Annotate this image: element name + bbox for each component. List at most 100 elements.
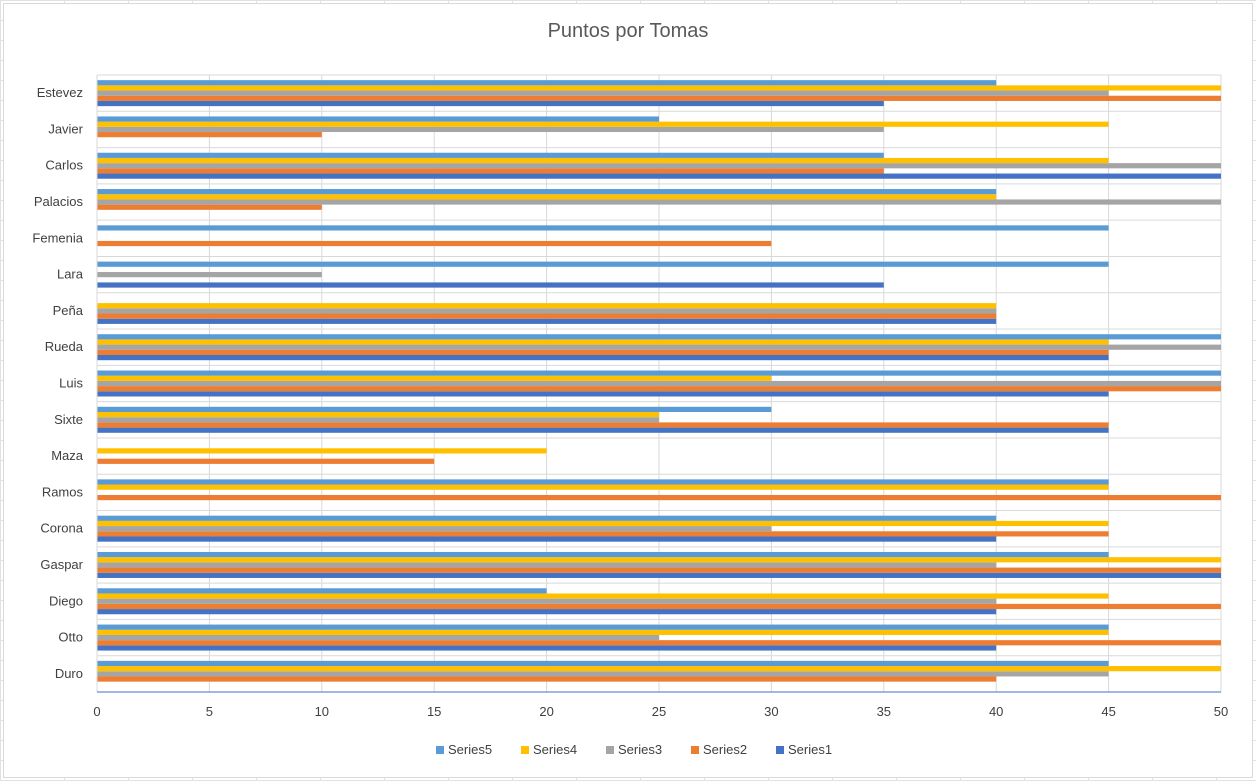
legend-swatch (436, 746, 444, 754)
bar-series2[interactable] (97, 603, 1221, 610)
bar-series2[interactable] (97, 132, 322, 138)
chart-title: Puntos por Tomas (548, 20, 709, 42)
bar-series3[interactable] (97, 671, 1109, 677)
bar-series2[interactable] (97, 494, 1221, 501)
bar-series5[interactable] (97, 515, 997, 521)
bar-series5[interactable] (97, 551, 1109, 558)
x-tick-label: 45 (1101, 704, 1115, 719)
bar-series3[interactable] (97, 380, 1221, 387)
bar-series3[interactable] (97, 90, 1109, 96)
y-category-label: Rueda (45, 339, 84, 354)
bar-series4[interactable] (97, 448, 547, 454)
bar-series1[interactable] (97, 173, 1221, 179)
y-category-label: Maza (51, 448, 84, 463)
bar-series3[interactable] (97, 562, 997, 568)
bar-series1[interactable] (97, 536, 997, 542)
legend-label[interactable]: Series4 (533, 742, 577, 757)
bar-series4[interactable] (97, 157, 1109, 164)
bar-series5[interactable] (97, 479, 1109, 485)
bar-series2[interactable] (97, 386, 1221, 392)
bar-series5[interactable] (97, 80, 997, 86)
bar-series3[interactable] (97, 272, 322, 278)
bar-series2[interactable] (97, 422, 1109, 428)
bar-series1[interactable] (97, 427, 1109, 433)
bar-series1[interactable] (97, 100, 884, 107)
bar-series1[interactable] (97, 355, 1109, 361)
bar-series1[interactable] (97, 645, 997, 651)
x-tick-label: 0 (93, 704, 100, 719)
legend-label[interactable]: Series2 (703, 742, 747, 757)
y-category-label: Otto (58, 630, 83, 645)
bar-series3[interactable] (97, 634, 659, 641)
bar-series4[interactable] (97, 85, 1221, 91)
y-category-label: Gaspar (40, 557, 83, 572)
bar-series4[interactable] (97, 411, 659, 418)
legend-label[interactable]: Series5 (448, 742, 492, 757)
bar-series4[interactable] (97, 666, 1221, 672)
bar-series3[interactable] (97, 598, 997, 604)
bar-series2[interactable] (97, 204, 322, 210)
bar-series2[interactable] (97, 640, 1221, 646)
bar-series5[interactable] (97, 588, 547, 594)
legend-label[interactable]: Series3 (618, 742, 662, 757)
bar-series3[interactable] (97, 126, 884, 133)
x-tick-label: 50 (1214, 704, 1228, 719)
legend-label[interactable]: Series1 (788, 742, 832, 757)
bar-series2[interactable] (97, 676, 997, 682)
bar-series4[interactable] (97, 520, 1109, 527)
bar-series5[interactable] (97, 660, 1109, 667)
bar-series5[interactable] (97, 189, 997, 195)
bar-series2[interactable] (97, 313, 997, 319)
bar-series4[interactable] (97, 339, 1109, 345)
bar-series3[interactable] (97, 417, 659, 423)
bar-series5[interactable] (97, 334, 1221, 340)
bar-series2[interactable] (97, 168, 884, 174)
bar-series5[interactable] (97, 370, 1221, 376)
bar-series2[interactable] (97, 240, 772, 247)
bar-series3[interactable] (97, 344, 1221, 350)
y-category-label: Corona (40, 521, 83, 536)
bar-series1[interactable] (97, 609, 997, 615)
y-category-label: Sixte (54, 412, 83, 427)
bar-series2[interactable] (97, 458, 435, 464)
bar-series4[interactable] (97, 629, 1109, 635)
legend-swatch (691, 746, 699, 754)
x-tick-label: 20 (539, 704, 553, 719)
bar-series3[interactable] (97, 163, 1221, 169)
bar-series2[interactable] (97, 567, 1221, 573)
bar-series4[interactable] (97, 375, 772, 381)
legend-swatch (521, 746, 529, 754)
bar-series5[interactable] (97, 261, 1109, 267)
bar-series4[interactable] (97, 121, 1109, 127)
bar-series5[interactable] (97, 116, 659, 122)
y-category-label: Carlos (45, 158, 83, 173)
bar-series5[interactable] (97, 406, 772, 412)
bar-series5[interactable] (97, 624, 1109, 630)
bar-series5[interactable] (97, 225, 1109, 231)
bar-series4[interactable] (97, 194, 997, 200)
bar-series4[interactable] (97, 303, 997, 309)
bar-series1[interactable] (97, 391, 1109, 397)
bar-series1[interactable] (97, 282, 884, 288)
y-category-label: Ramos (42, 484, 84, 499)
bar-series4[interactable] (97, 484, 1109, 490)
bar-series2[interactable] (97, 531, 1109, 537)
x-tick-label: 5 (206, 704, 213, 719)
y-category-label: Luis (59, 376, 83, 391)
x-tick-label: 35 (877, 704, 891, 719)
bar-series3[interactable] (97, 308, 997, 314)
bar-series5[interactable] (97, 152, 884, 158)
axes: 0 5 10 15 20 25 30 35 40 45 50 Duro Otto Diego Gaspar C… (32, 75, 1228, 719)
bar-series1[interactable] (97, 572, 1221, 578)
bar-series2[interactable] (97, 349, 1109, 356)
bar-series1[interactable] (97, 318, 997, 324)
legend[interactable]: Series5 Series4 Series3 Series2 Series1 (436, 742, 832, 757)
y-category-label: Lara (57, 267, 84, 282)
bar-series3[interactable] (97, 199, 1221, 205)
y-category-label: Javier (48, 121, 83, 136)
bar-series2[interactable] (97, 95, 1221, 101)
bar-series4[interactable] (97, 557, 1221, 563)
chart-area[interactable]: 0 5 10 15 20 25 30 35 40 45 50 Duro Otto Diego Gaspar C… (3, 3, 1253, 778)
bar-series3[interactable] (97, 526, 772, 532)
bar-series4[interactable] (97, 593, 1109, 599)
